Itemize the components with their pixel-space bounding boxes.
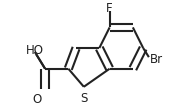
- Text: O: O: [33, 92, 42, 105]
- Text: Br: Br: [150, 52, 163, 65]
- Text: F: F: [106, 2, 113, 15]
- Text: S: S: [80, 91, 88, 104]
- Text: HO: HO: [26, 43, 44, 56]
